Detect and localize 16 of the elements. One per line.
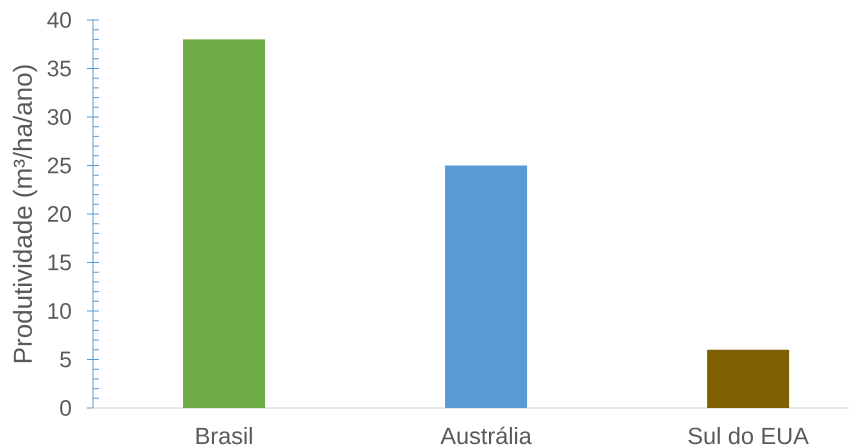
y-tick-label: 25 (48, 158, 71, 174)
x-tick-label: Brasil (196, 426, 252, 444)
y-tick-label: 30 (48, 109, 71, 125)
bar (445, 166, 528, 408)
bar (707, 350, 790, 408)
y-tick-label: 5 (60, 352, 71, 368)
y-axis-title: Produtividade (m³/ha/ano) (12, 65, 38, 362)
y-tick-label: 10 (48, 303, 71, 319)
y-tick-label: 40 (47, 12, 71, 28)
x-tick-label: Austrália (440, 426, 532, 444)
y-tick-label: 15 (48, 254, 71, 270)
y-tick-label: 35 (48, 60, 71, 76)
y-tick-label: 20 (48, 206, 71, 222)
y-tick-label: 0 (60, 400, 71, 416)
x-tick-label: Sul do EUA (688, 426, 809, 444)
bar (183, 39, 266, 408)
